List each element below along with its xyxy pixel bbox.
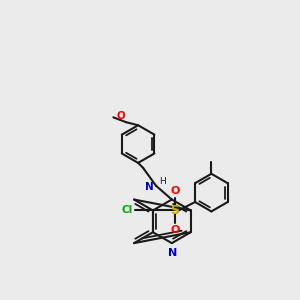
Text: O: O <box>170 186 179 196</box>
Text: N: N <box>168 248 177 258</box>
Text: O: O <box>116 111 125 121</box>
Text: O: O <box>170 225 179 235</box>
Text: Cl: Cl <box>122 206 133 215</box>
Text: H: H <box>159 177 166 186</box>
Text: N: N <box>145 182 154 192</box>
Text: S: S <box>170 204 179 217</box>
